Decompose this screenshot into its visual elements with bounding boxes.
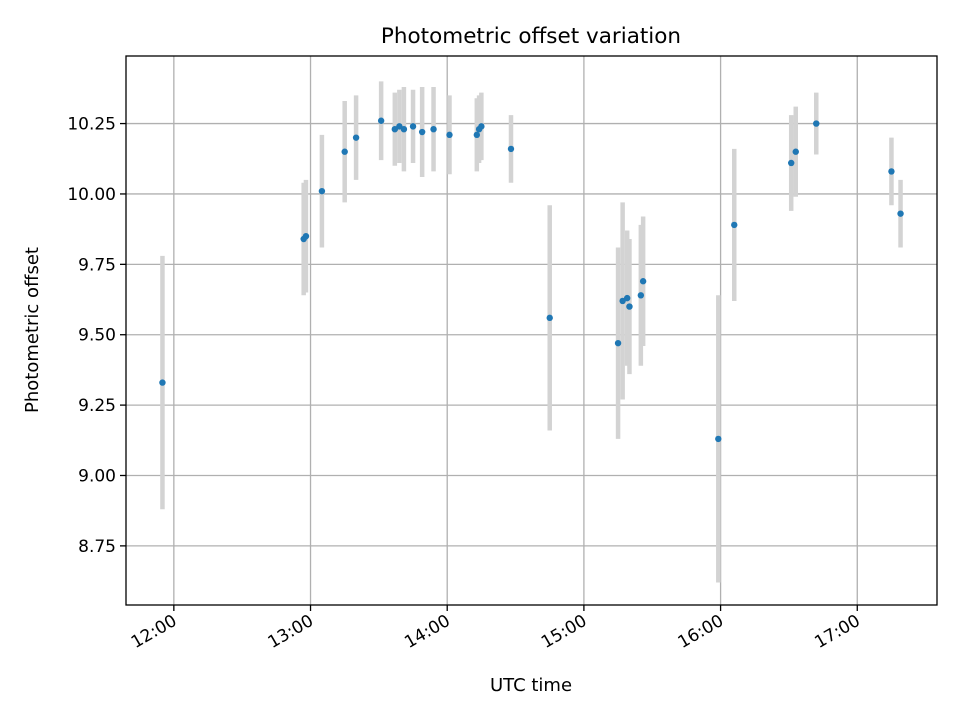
data-point: [788, 159, 795, 167]
grid-layer: [126, 56, 937, 605]
y-tick-label: 9.25: [78, 396, 116, 416]
data-point: [626, 303, 633, 310]
data-point: [639, 278, 647, 285]
data-point: [637, 292, 645, 299]
data-point: [473, 131, 481, 139]
data-point: [897, 210, 904, 217]
data-point: [792, 148, 799, 155]
x-axis-label: UTC time: [490, 675, 572, 696]
data-point: [614, 339, 622, 347]
data-point: [318, 187, 326, 195]
data-point: [302, 232, 310, 240]
y-tick-label: 8.75: [78, 537, 116, 557]
data-point: [546, 314, 553, 322]
data-point: [507, 145, 515, 153]
data-point: [418, 128, 426, 136]
point-layer: [159, 117, 904, 443]
y-tick-label: 10.00: [67, 185, 116, 205]
y-tick-label: 9.00: [78, 466, 116, 486]
data-point: [352, 134, 360, 141]
data-point: [446, 131, 453, 139]
y-axis-label: Photometric offset: [22, 247, 43, 413]
data-point: [813, 120, 820, 127]
chart-title: Photometric offset variation: [381, 24, 681, 49]
data-point: [341, 148, 348, 155]
data-point: [377, 117, 385, 124]
data-point: [430, 126, 437, 133]
data-point: [409, 123, 417, 130]
data-point: [715, 435, 722, 443]
y-tick-label: 9.50: [78, 326, 116, 346]
data-point: [478, 123, 485, 130]
plot-area-frame: [125, 55, 938, 606]
data-point: [623, 294, 631, 302]
data-point: [159, 379, 166, 386]
data-point: [888, 168, 895, 175]
y-tick-label: 9.75: [78, 255, 116, 275]
data-point: [400, 126, 408, 133]
y-tick-label: 10.25: [67, 115, 116, 135]
data-point: [731, 221, 738, 229]
